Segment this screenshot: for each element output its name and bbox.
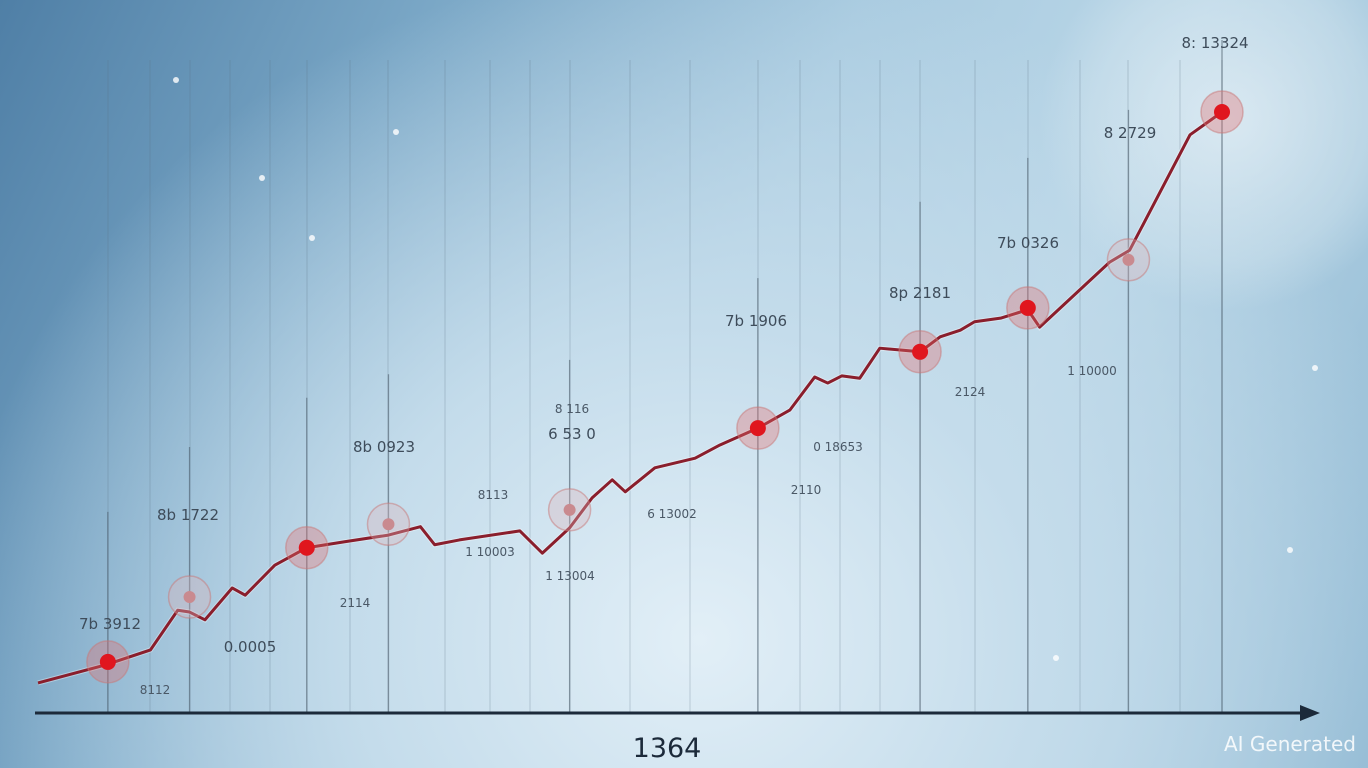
data-label: 1 13004 (545, 569, 595, 583)
data-point (99, 653, 116, 670)
sparkle (309, 235, 315, 241)
sparkle (393, 129, 399, 135)
data-point (749, 420, 766, 437)
data-label: 1 10000 (1067, 364, 1117, 378)
data-label: 6 53 0 (548, 425, 596, 443)
data-label: 8: 13324 (1181, 34, 1249, 52)
x-axis-label: 1364 (632, 733, 702, 764)
sparkle (1053, 655, 1059, 661)
data-label: 2114 (339, 596, 371, 610)
data-label: 1 10003 (465, 545, 515, 559)
data-point (563, 503, 576, 516)
data-label: 8 116 (554, 402, 590, 416)
data-point (1019, 299, 1036, 316)
data-point (1122, 253, 1135, 266)
data-point (1214, 104, 1230, 120)
data-point (912, 343, 929, 360)
data-label: 0.0005 (223, 638, 277, 656)
sparkle (1312, 365, 1318, 371)
series-line (37, 110, 1223, 685)
data-label: 2110 (790, 483, 822, 497)
sparkle (173, 77, 179, 83)
data-label: 8112 (139, 683, 171, 697)
data-label: 8b 1722 (156, 506, 220, 524)
data-label: 7b 0326 (996, 234, 1060, 252)
sparkle (1287, 547, 1293, 553)
data-label: 7b 1906 (724, 312, 788, 330)
data-label: 8113 (477, 488, 509, 502)
data-label: 8 2729 (1103, 124, 1157, 142)
x-axis-arrow (1300, 705, 1320, 721)
data-point (298, 539, 315, 556)
data-label: 8p 2181 (888, 284, 952, 302)
sparkle (259, 175, 265, 181)
data-point (183, 591, 196, 604)
data-point (382, 518, 395, 531)
data-label: 2124 (954, 385, 986, 399)
data-label: 7b 3912 (78, 615, 142, 633)
watermark: AI Generated (1223, 732, 1356, 756)
data-label: 0 18653 (813, 440, 863, 454)
data-label: 8b 0923 (352, 438, 416, 456)
data-label: 6 13002 (647, 507, 697, 521)
